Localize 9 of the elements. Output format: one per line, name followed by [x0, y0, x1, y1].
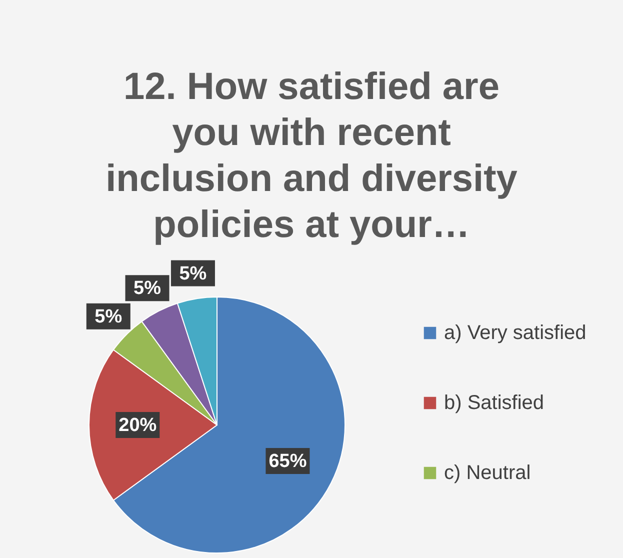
data-label: 20% [118, 415, 157, 436]
legend-label: a) Very satisfied [444, 322, 586, 344]
data-label: 5% [134, 278, 162, 300]
data-label: 65% [268, 451, 307, 472]
legend-label: c) Neutral [444, 462, 531, 484]
legend-label: b) Satisfied [444, 392, 544, 414]
chart-title: 12. How satisfied are you with recent inclusion and diversity policies at your… [106, 66, 518, 246]
data-label: 5% [94, 306, 122, 328]
data-label: 5% [179, 263, 207, 284]
